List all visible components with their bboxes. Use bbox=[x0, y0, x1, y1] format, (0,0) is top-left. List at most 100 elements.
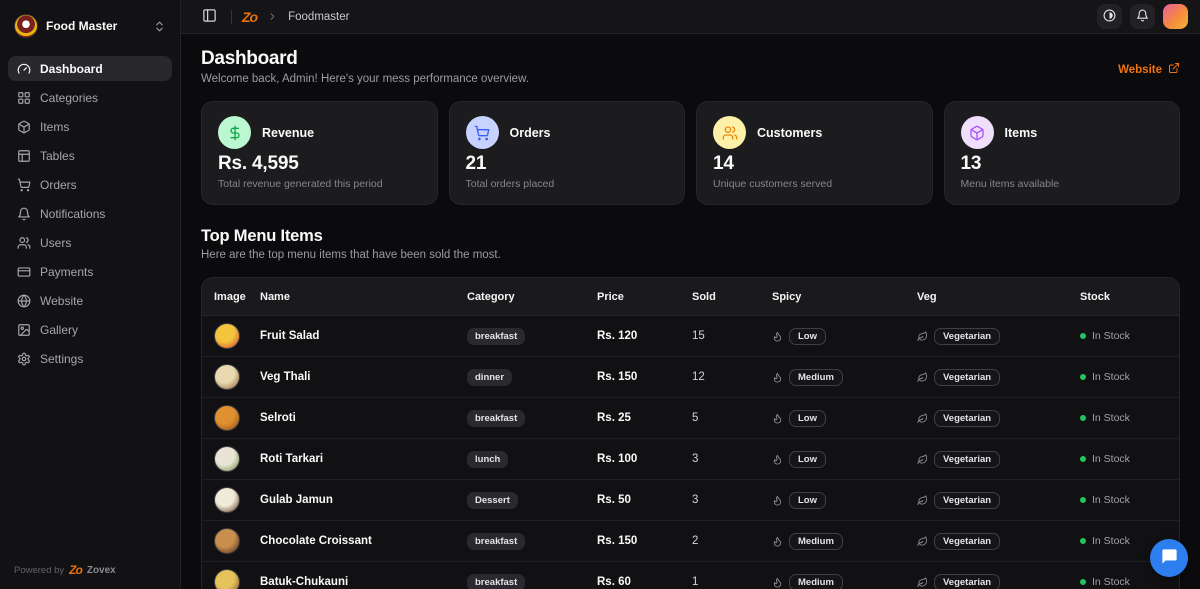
stat-card-revenue: Revenue Rs. 4,595 Total revenue generate… bbox=[201, 101, 438, 205]
cart-icon bbox=[17, 178, 31, 192]
item-price: Rs. 100 bbox=[597, 453, 638, 465]
category-badge: breakfast bbox=[467, 573, 526, 589]
sidebar-item-label: Notifications bbox=[40, 206, 106, 221]
table-header-row: Image Name Category Price Sold Spicy Veg Stock bbox=[202, 278, 1179, 316]
veg-badge: Vegetarian bbox=[934, 409, 1001, 427]
table-row[interactable]: Veg Thali dinner Rs. 150 12 Medium Veget… bbox=[202, 357, 1179, 398]
theme-toggle-button[interactable] bbox=[1097, 4, 1122, 29]
item-image bbox=[214, 569, 240, 589]
spicy-badge: Low bbox=[789, 450, 826, 468]
card-icon bbox=[17, 265, 31, 279]
leaf-icon bbox=[917, 371, 928, 383]
bell-icon bbox=[1136, 9, 1149, 25]
table-row[interactable]: Selroti breakfast Rs. 25 5 Low Vegetaria… bbox=[202, 398, 1179, 439]
table-row[interactable]: Gulab Jamun Dessert Rs. 50 3 Low Vegetar… bbox=[202, 480, 1179, 521]
stat-label: Revenue bbox=[262, 125, 315, 140]
leaf-icon bbox=[917, 535, 928, 547]
sidebar-item-dashboard[interactable]: Dashboard bbox=[8, 56, 172, 81]
veg-badge: Vegetarian bbox=[934, 450, 1001, 468]
gauge-icon bbox=[17, 62, 31, 76]
topbar: Zo Foodmaster bbox=[181, 0, 1200, 34]
stock-dot-icon bbox=[1080, 456, 1086, 462]
stat-cards: Revenue Rs. 4,595 Total revenue generate… bbox=[201, 101, 1180, 205]
zo-logo[interactable]: Zo bbox=[242, 8, 258, 25]
sidebar-item-settings[interactable]: Settings bbox=[8, 346, 172, 371]
item-price: Rs. 25 bbox=[597, 412, 631, 424]
flame-icon bbox=[772, 413, 783, 424]
sidebar-item-label: Payments bbox=[40, 264, 94, 279]
flame-icon bbox=[772, 454, 783, 465]
chat-widget-button[interactable] bbox=[1150, 539, 1188, 577]
item-sold: 1 bbox=[692, 576, 699, 588]
table-row[interactable]: Batuk-Chukauni breakfast Rs. 60 1 Medium… bbox=[202, 562, 1179, 589]
leaf-icon bbox=[917, 453, 928, 465]
spicy-badge: Low bbox=[789, 327, 826, 345]
page-subtitle: Welcome back, Admin! Here's your mess pe… bbox=[201, 73, 529, 85]
sidebar-item-label: Website bbox=[40, 293, 84, 308]
item-name: Roti Tarkari bbox=[260, 453, 324, 465]
spicy-badge: Low bbox=[789, 409, 826, 427]
item-price: Rs. 150 bbox=[597, 371, 638, 383]
column-header-stock: Stock bbox=[1080, 290, 1110, 303]
stock-dot-icon bbox=[1080, 497, 1086, 503]
sidebar-item-items[interactable]: Items bbox=[8, 114, 172, 139]
zovex-brand-name: Zovex bbox=[86, 564, 116, 576]
stat-caption: Unique customers served bbox=[713, 178, 833, 190]
sidebar-item-notifications[interactable]: Notifications bbox=[8, 201, 172, 226]
sidebar-item-label: Categories bbox=[40, 90, 99, 105]
table-row[interactable]: Chocolate Croissant breakfast Rs. 150 2 … bbox=[202, 521, 1179, 562]
powered-by-label: Powered by bbox=[14, 564, 65, 576]
globe-icon bbox=[17, 294, 31, 308]
food-master-logo bbox=[14, 14, 38, 38]
sidebar-item-label: Settings bbox=[40, 351, 84, 366]
table-row[interactable]: Roti Tarkari lunch Rs. 100 3 Low Vegetar… bbox=[202, 439, 1179, 480]
stock-dot-icon bbox=[1080, 415, 1086, 421]
sidebar-item-tables[interactable]: Tables bbox=[8, 143, 172, 168]
item-price: Rs. 120 bbox=[597, 330, 638, 342]
sidebar: Food Master Dashboard Categories Items T… bbox=[0, 0, 181, 589]
item-price: Rs. 150 bbox=[597, 535, 638, 547]
stat-caption: Total orders placed bbox=[465, 178, 555, 190]
stat-card-orders: Orders 21 Total orders placed bbox=[448, 101, 685, 205]
dollar-icon bbox=[218, 116, 251, 149]
sidebar-item-payments[interactable]: Payments bbox=[8, 259, 172, 284]
spicy-badge: Medium bbox=[789, 532, 843, 550]
user-avatar[interactable] bbox=[1163, 4, 1188, 29]
veg-badge: Vegetarian bbox=[934, 368, 1001, 386]
section-title: Top Menu Items bbox=[201, 227, 323, 245]
stock-dot-icon bbox=[1080, 374, 1086, 380]
breadcrumb[interactable]: Foodmaster bbox=[288, 10, 350, 23]
sidebar-item-orders[interactable]: Orders bbox=[8, 172, 172, 197]
category-badge: dinner bbox=[467, 368, 513, 386]
sidebar-item-users[interactable]: Users bbox=[8, 230, 172, 255]
stat-value: 21 bbox=[465, 153, 487, 174]
sidebar-item-categories[interactable]: Categories bbox=[8, 85, 172, 110]
stat-label: Items bbox=[1004, 125, 1038, 140]
flame-icon bbox=[772, 331, 783, 342]
column-header-sold: Sold bbox=[692, 290, 716, 303]
website-link[interactable]: Website bbox=[1118, 62, 1180, 77]
spicy-badge: Medium bbox=[789, 368, 843, 386]
item-name: Batuk-Chukauni bbox=[260, 576, 349, 588]
leaf-icon bbox=[917, 330, 928, 342]
veg-badge: Vegetarian bbox=[934, 327, 1001, 345]
stock-label: In Stock bbox=[1092, 576, 1130, 588]
notifications-button[interactable] bbox=[1130, 4, 1155, 29]
cart-icon bbox=[465, 116, 499, 149]
grid-icon bbox=[17, 91, 31, 105]
item-name: Chocolate Croissant bbox=[260, 535, 372, 547]
table-body: Fruit Salad breakfast Rs. 120 15 Low Veg… bbox=[202, 316, 1179, 589]
bell-icon bbox=[17, 207, 31, 221]
item-image bbox=[214, 446, 240, 472]
table-icon bbox=[17, 149, 31, 163]
category-badge: Dessert bbox=[467, 491, 518, 509]
brand-switcher[interactable]: Food Master bbox=[8, 8, 172, 44]
sidebar-item-gallery[interactable]: Gallery bbox=[8, 317, 172, 342]
table-row[interactable]: Fruit Salad breakfast Rs. 120 15 Low Veg… bbox=[202, 316, 1179, 357]
main-area: Zo Foodmaster Dashboard Welcome back, Ad bbox=[181, 0, 1200, 589]
stat-caption: Menu items available bbox=[960, 178, 1060, 190]
sidebar-item-website[interactable]: Website bbox=[8, 288, 172, 313]
item-sold: 2 bbox=[692, 535, 699, 547]
sidebar-toggle-button[interactable] bbox=[197, 5, 221, 29]
leaf-icon bbox=[917, 494, 928, 506]
